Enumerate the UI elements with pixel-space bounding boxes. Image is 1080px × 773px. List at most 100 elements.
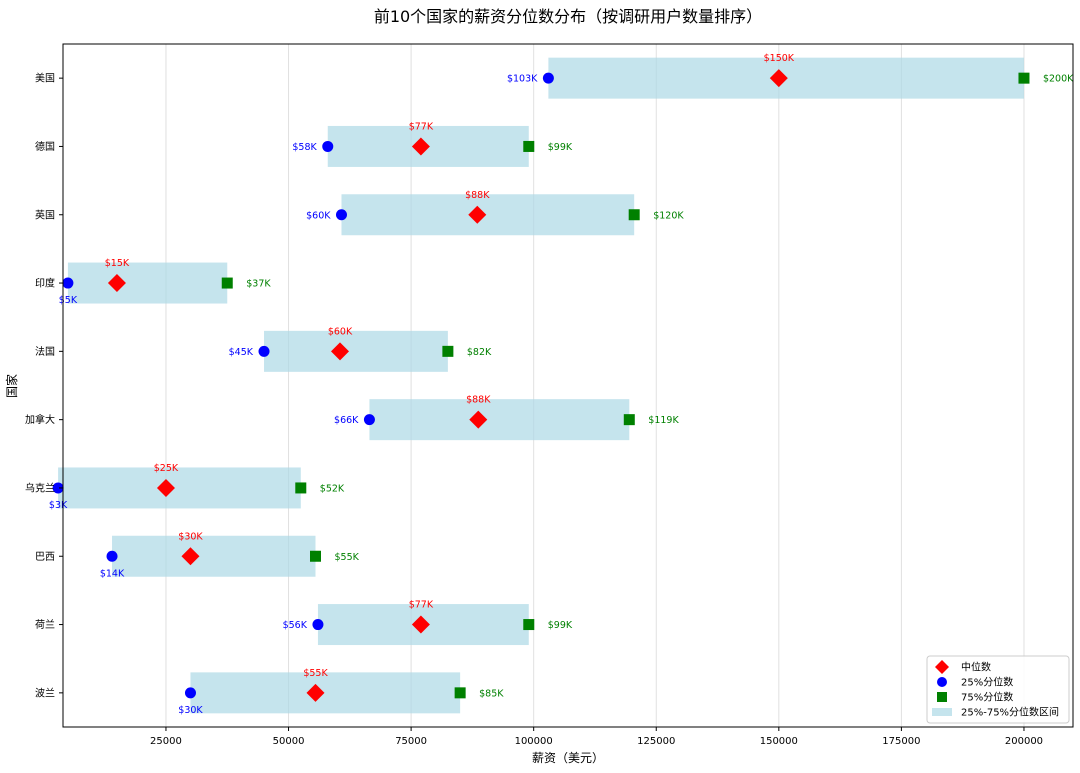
x-tick-label: 100000 [515,736,553,747]
y-tick-label: 波兰 [35,686,55,699]
p75-marker [1018,72,1030,84]
median-label: $30K [178,531,203,542]
y-tick-label: 荷兰 [35,618,55,631]
p75-marker [523,619,535,631]
chart-title: 前10个国家的薪资分位数分布（按调研用户数量排序） [374,7,762,26]
p75-label: $119K [648,415,679,426]
markers [52,69,1030,702]
p25-marker [106,550,118,562]
median-marker [181,547,200,566]
range-bar [67,262,228,304]
median-label: $15K [105,258,130,269]
x-tick-label: 25000 [150,736,182,747]
p25-label: $58K [292,142,317,153]
p75-marker [221,277,233,289]
legend-range-label: 25%-75%分位数区间 [961,706,1059,719]
median-marker [306,683,325,702]
p25-label: $30K [178,705,203,716]
y-tick-label: 加拿大 [25,413,55,426]
range-bars [58,57,1024,714]
p25-label: $56K [283,620,308,631]
median-label: $88K [466,395,491,406]
value-labels: $150K $103K $200K $77K $58K $99K $88K $60K $120K… [49,53,1074,716]
x-tick-label: 175000 [882,736,920,747]
p75-label: $52K [320,483,345,494]
p75-marker [442,345,454,357]
p25-marker [363,414,375,426]
x-ticks: 25000 50000 75000 100000 125000 150000 175000 2… [150,727,1043,747]
legend-range-swatch [932,708,952,716]
p75-label: $82K [467,347,492,358]
median-marker [107,274,126,293]
p25-label: $5K [59,295,78,306]
p25-label: $66K [334,415,359,426]
p75-label: $55K [335,552,360,563]
p25-label: $45K [229,347,254,358]
range-bar [112,535,316,577]
p75-label: $99K [548,142,573,153]
p75-marker [628,209,640,221]
legend-median-swatch [935,660,949,674]
range-bar [190,672,461,714]
median-label: $60K [328,326,353,337]
p25-label: $103K [507,74,538,85]
legend-median-label: 中位数 [961,661,991,674]
p25-marker [184,687,196,699]
p75-marker [295,482,307,494]
y-tick-label: 德国 [35,140,55,153]
legend-box [926,655,1070,724]
median-label: $55K [303,668,328,679]
median-marker [468,205,487,224]
p25-marker [322,140,334,152]
y-tick-label: 巴西 [35,551,55,563]
x-tick-label: 125000 [637,736,675,747]
plot-frame [62,43,1074,728]
median-label: $77K [409,600,434,611]
y-tick-label: 乌克兰 [25,481,55,494]
range-bar [264,330,448,372]
median-label: $25K [154,463,179,474]
legend: 中位数 25%分位数 75%分位数 25%-75%分位数区间 [926,655,1070,724]
p75-label: $37K [246,279,271,290]
range-bar [369,399,630,441]
p75-label: $99K [548,620,573,631]
y-tick-label: 英国 [35,208,55,221]
median-label: $150K [764,53,795,64]
range-bar [58,467,301,509]
p25-marker [312,619,324,631]
median-marker [411,615,430,634]
p75-marker [623,414,635,426]
p25-label: $3K [49,500,68,511]
legend-p75-label: 75%分位数 [961,691,1013,704]
p25-label: $14K [100,568,125,579]
median-label: $77K [409,121,434,132]
median-marker [331,342,350,361]
x-tick-label: 150000 [760,736,798,747]
median-marker [411,137,430,156]
median-label: $88K [465,190,490,201]
p75-marker [523,140,535,152]
median-marker [769,69,788,88]
y-tick-label: 美国 [35,72,55,85]
x-tick-label: 200000 [1005,736,1043,747]
p25-marker [335,209,347,221]
p75-label: $120K [653,210,684,221]
p75-label: $200K [1043,74,1074,85]
p25-marker [52,482,64,494]
y-tick-label: 法国 [35,345,55,358]
p25-marker [62,277,74,289]
y-axis-title: 国家 [4,374,19,398]
x-tick-label: 75000 [395,736,427,747]
p75-marker [454,687,466,699]
legend-p25-label: 25%分位数 [961,676,1013,689]
legend-p75-swatch [937,692,947,702]
median-marker [156,478,175,497]
p75-label: $85K [479,688,504,699]
p25-marker [542,72,554,84]
x-tick-label: 50000 [273,736,305,747]
p25-label: $60K [306,210,331,221]
p75-marker [310,550,321,562]
legend-p25-swatch [937,677,947,687]
